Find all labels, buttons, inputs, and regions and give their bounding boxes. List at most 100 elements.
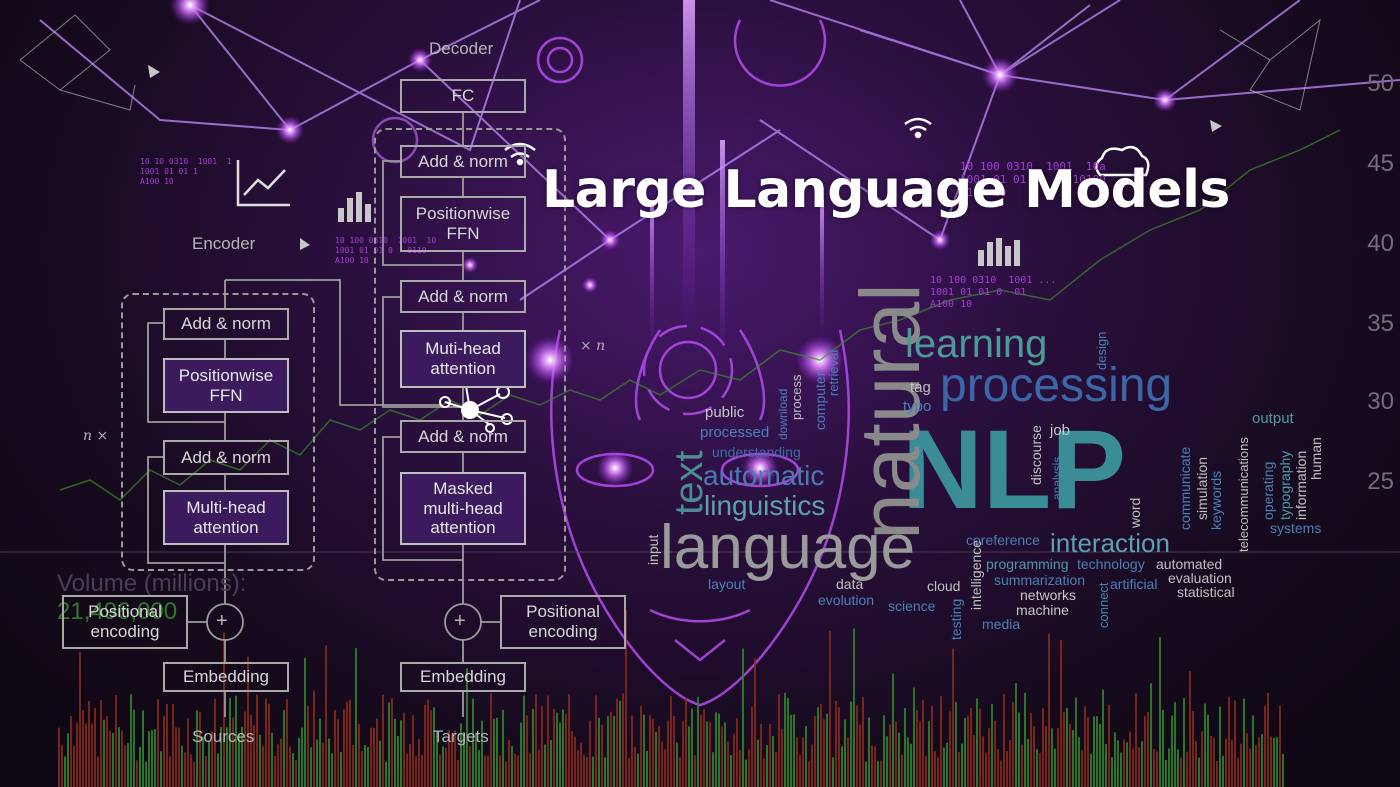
volume-bar bbox=[235, 695, 237, 787]
word-connect: connect bbox=[1096, 582, 1111, 628]
volume-bar bbox=[1204, 703, 1206, 787]
decoder-add-norm-mid: Add & norm bbox=[400, 280, 526, 313]
diagram-connectors bbox=[147, 113, 500, 717]
volume-bar bbox=[877, 761, 879, 787]
word-machine: machine bbox=[1016, 602, 1069, 618]
volume-bar bbox=[532, 708, 534, 787]
volume-bar bbox=[286, 698, 288, 787]
volume-bar bbox=[178, 727, 180, 787]
volume-bar bbox=[1189, 671, 1191, 787]
volume-bar bbox=[394, 718, 396, 787]
volume-bar bbox=[1051, 728, 1053, 787]
volume-bar bbox=[247, 656, 249, 787]
word-evaluation: evaluation bbox=[1168, 570, 1232, 586]
volume-bar bbox=[811, 744, 813, 787]
volume-bar bbox=[358, 724, 360, 787]
volume-bar bbox=[163, 715, 165, 787]
volume-bar bbox=[1252, 715, 1254, 787]
encoder-repeat-label: n × bbox=[83, 428, 109, 444]
volume-bar bbox=[838, 706, 840, 787]
word-science: science bbox=[888, 598, 936, 614]
word-coreference: coreference bbox=[966, 532, 1040, 548]
volume-bar bbox=[130, 694, 132, 787]
volume-bar bbox=[1273, 737, 1275, 787]
volume-bar bbox=[820, 703, 822, 787]
volume-bar bbox=[1141, 741, 1143, 787]
volume-bar bbox=[739, 749, 741, 787]
volume-bar bbox=[217, 753, 219, 787]
word-human: human bbox=[1308, 437, 1324, 480]
decoder-embedding: Embedding bbox=[400, 662, 526, 692]
volume-bar bbox=[988, 728, 990, 787]
volume-bar bbox=[622, 693, 624, 787]
volume-bar bbox=[220, 727, 222, 787]
decoder-multi-head-attention: Muti-head attention bbox=[400, 330, 526, 388]
volume-bar bbox=[337, 719, 339, 787]
word-design: design bbox=[1094, 331, 1109, 370]
volume-bar bbox=[1042, 708, 1044, 787]
volume-bar bbox=[778, 694, 780, 787]
volume-bar bbox=[427, 699, 429, 787]
volume-bar bbox=[634, 747, 636, 787]
volume-bar bbox=[790, 714, 792, 787]
trend-icon bbox=[236, 160, 290, 207]
volume-bar bbox=[1060, 639, 1062, 787]
volume-bar bbox=[847, 737, 849, 787]
volume-bar bbox=[670, 695, 672, 787]
volume-bar bbox=[1087, 717, 1089, 787]
volume-bar bbox=[469, 745, 471, 787]
volume-bar bbox=[403, 712, 405, 787]
volume-bar bbox=[928, 721, 930, 787]
fc-layer: FC bbox=[400, 79, 526, 113]
word-media: media bbox=[982, 616, 1021, 632]
axis-tick-40: 40 bbox=[1367, 230, 1394, 257]
volume-bar bbox=[775, 752, 777, 787]
volume-bar bbox=[97, 756, 99, 787]
volume-bar bbox=[175, 727, 177, 787]
word-systems: systems bbox=[1270, 520, 1322, 536]
volume-bar bbox=[1201, 731, 1203, 787]
volume-bar bbox=[1159, 637, 1161, 787]
volume-bar bbox=[493, 718, 495, 787]
volume-bar bbox=[190, 754, 192, 787]
volume-bar bbox=[367, 746, 369, 787]
volume-bar bbox=[895, 721, 897, 787]
volume-bar bbox=[547, 695, 549, 787]
volume-bar bbox=[1264, 705, 1266, 787]
volume-bar bbox=[91, 723, 93, 787]
word-nlp: NLP bbox=[902, 407, 1126, 532]
word-interaction: interaction bbox=[1050, 528, 1170, 558]
volume-bar bbox=[745, 759, 747, 787]
volume-bar bbox=[391, 698, 393, 787]
decoder-add-norm-top: Add & norm bbox=[400, 145, 526, 178]
volume-bar bbox=[1072, 730, 1074, 787]
volume-bar bbox=[985, 752, 987, 787]
volume-bar bbox=[1144, 715, 1146, 787]
word-programming: programming bbox=[986, 556, 1069, 572]
decoder-plus: + bbox=[454, 610, 466, 632]
volume-bar bbox=[298, 737, 300, 787]
volume-bar bbox=[1165, 760, 1167, 787]
volume-bar bbox=[487, 755, 489, 787]
word-download: download bbox=[776, 388, 790, 440]
volume-bar bbox=[655, 731, 657, 787]
volume-bar bbox=[718, 713, 720, 787]
volume-bar bbox=[925, 756, 927, 787]
volume-bar bbox=[328, 738, 330, 787]
volume-bar bbox=[961, 743, 963, 787]
word-learning: learning bbox=[905, 322, 1048, 366]
page-title: Large Language Models bbox=[542, 160, 1230, 220]
volume-bar bbox=[322, 742, 324, 787]
word-processed: processed bbox=[700, 424, 770, 441]
volume-bar bbox=[1105, 743, 1107, 787]
volume-bar bbox=[475, 733, 477, 787]
volume-bar bbox=[1084, 706, 1086, 787]
decoder-block bbox=[374, 128, 566, 581]
volume-bar bbox=[829, 630, 831, 787]
volume-bar bbox=[1081, 749, 1083, 787]
volume-bar bbox=[754, 658, 756, 787]
volume-bar bbox=[277, 744, 279, 787]
volume-bar bbox=[658, 725, 660, 787]
volume-bar bbox=[502, 709, 504, 787]
volume-bar bbox=[118, 727, 120, 787]
